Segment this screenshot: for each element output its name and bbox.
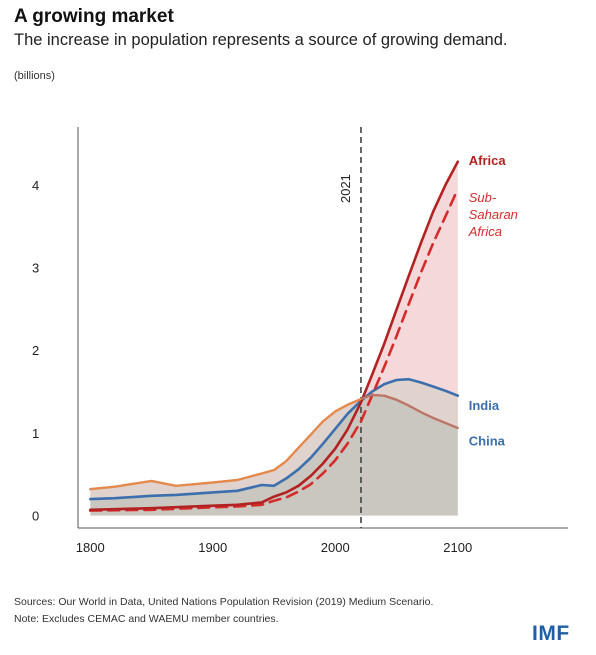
chart-title: A growing market xyxy=(14,6,174,27)
imf-logo: IMF xyxy=(532,622,570,645)
base-area-fill xyxy=(90,394,458,516)
sub-saharan-africa-line xyxy=(89,187,460,512)
x-tick-label: 2000 xyxy=(321,540,350,555)
ssa-label-1: Sub- xyxy=(469,190,497,205)
china-band-fill xyxy=(90,379,458,500)
ssa-label-3: Africa xyxy=(468,224,502,239)
axes xyxy=(77,127,568,529)
series-labels: 2021 Africa Sub- Saharan Africa India China xyxy=(338,153,518,448)
y-tick-label: 4 xyxy=(32,178,39,193)
y-tick-label: 0 xyxy=(32,509,39,524)
units-label: (billions) xyxy=(14,70,55,82)
ssa-label-2: Saharan xyxy=(469,207,518,222)
africa-line xyxy=(89,160,460,512)
y-tick-label: 3 xyxy=(32,261,39,276)
vline-label: 2021 xyxy=(338,174,353,203)
x-tick-label: 1800 xyxy=(76,540,105,555)
africa-label: Africa xyxy=(469,153,507,168)
china-label: China xyxy=(469,434,506,449)
area-fills xyxy=(90,161,458,516)
india-line xyxy=(89,377,460,501)
series-lines xyxy=(89,160,460,512)
x-tick-label: 1900 xyxy=(198,540,227,555)
source-note: Sources: Our World in Data, United Natio… xyxy=(14,596,434,608)
china-projection-line xyxy=(360,393,459,430)
footnote: Note: Excludes CEMAC and WAEMU member co… xyxy=(14,613,279,625)
x-tick-label: 2100 xyxy=(443,540,472,555)
y-tick-label: 2 xyxy=(32,343,39,358)
tick-labels: 1800 1900 2000 2100 0 1 2 3 4 xyxy=(32,178,472,555)
india-band-fill xyxy=(90,379,458,500)
india-label: India xyxy=(469,398,500,413)
y-tick-label: 1 xyxy=(32,426,39,441)
chart-subtitle: The increase in population represents a … xyxy=(14,31,508,49)
